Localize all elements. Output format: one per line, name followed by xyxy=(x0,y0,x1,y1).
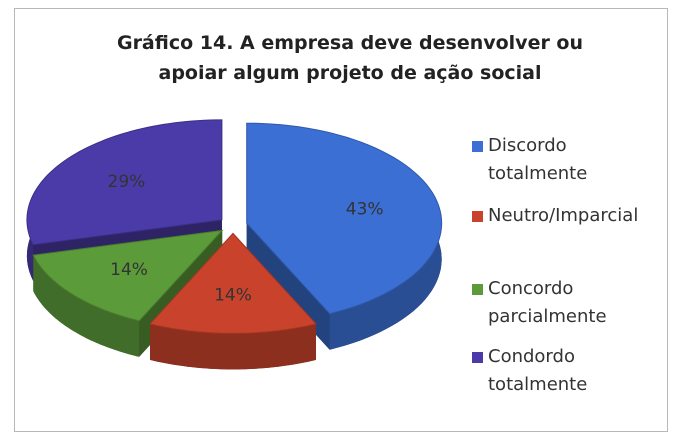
legend-item: Neutro/Imparcial xyxy=(472,202,639,230)
chart-title: Gráfico 14. A empresa deve desenvolver o… xyxy=(116,32,584,84)
slice xyxy=(149,232,317,334)
slice xyxy=(32,229,224,322)
legend-item: Discordo totalmente xyxy=(472,132,638,188)
legend-item: Concordo parcialmente xyxy=(472,275,638,331)
legend-label: Neutro/Imparcial xyxy=(488,205,639,226)
legend-swatch xyxy=(472,211,483,222)
legend-label: Condordo totalmente xyxy=(488,346,588,395)
legend-item: Condordo totalmente xyxy=(472,343,638,399)
legend-label: Discordo totalmente xyxy=(488,135,588,184)
data-label: 43% xyxy=(346,200,384,220)
legend-swatch xyxy=(472,352,483,363)
legend-label: Concordo parcialmente xyxy=(488,278,607,327)
data-label: 14% xyxy=(110,260,148,280)
slice-wall xyxy=(150,323,316,370)
legend-swatch xyxy=(472,141,483,152)
slice xyxy=(246,122,443,315)
data-label: 14% xyxy=(214,285,252,305)
data-label: 29% xyxy=(108,172,146,192)
legend-swatch xyxy=(472,284,483,295)
slice xyxy=(26,119,223,246)
chart-frame xyxy=(14,8,668,432)
slice-wall xyxy=(33,255,140,357)
